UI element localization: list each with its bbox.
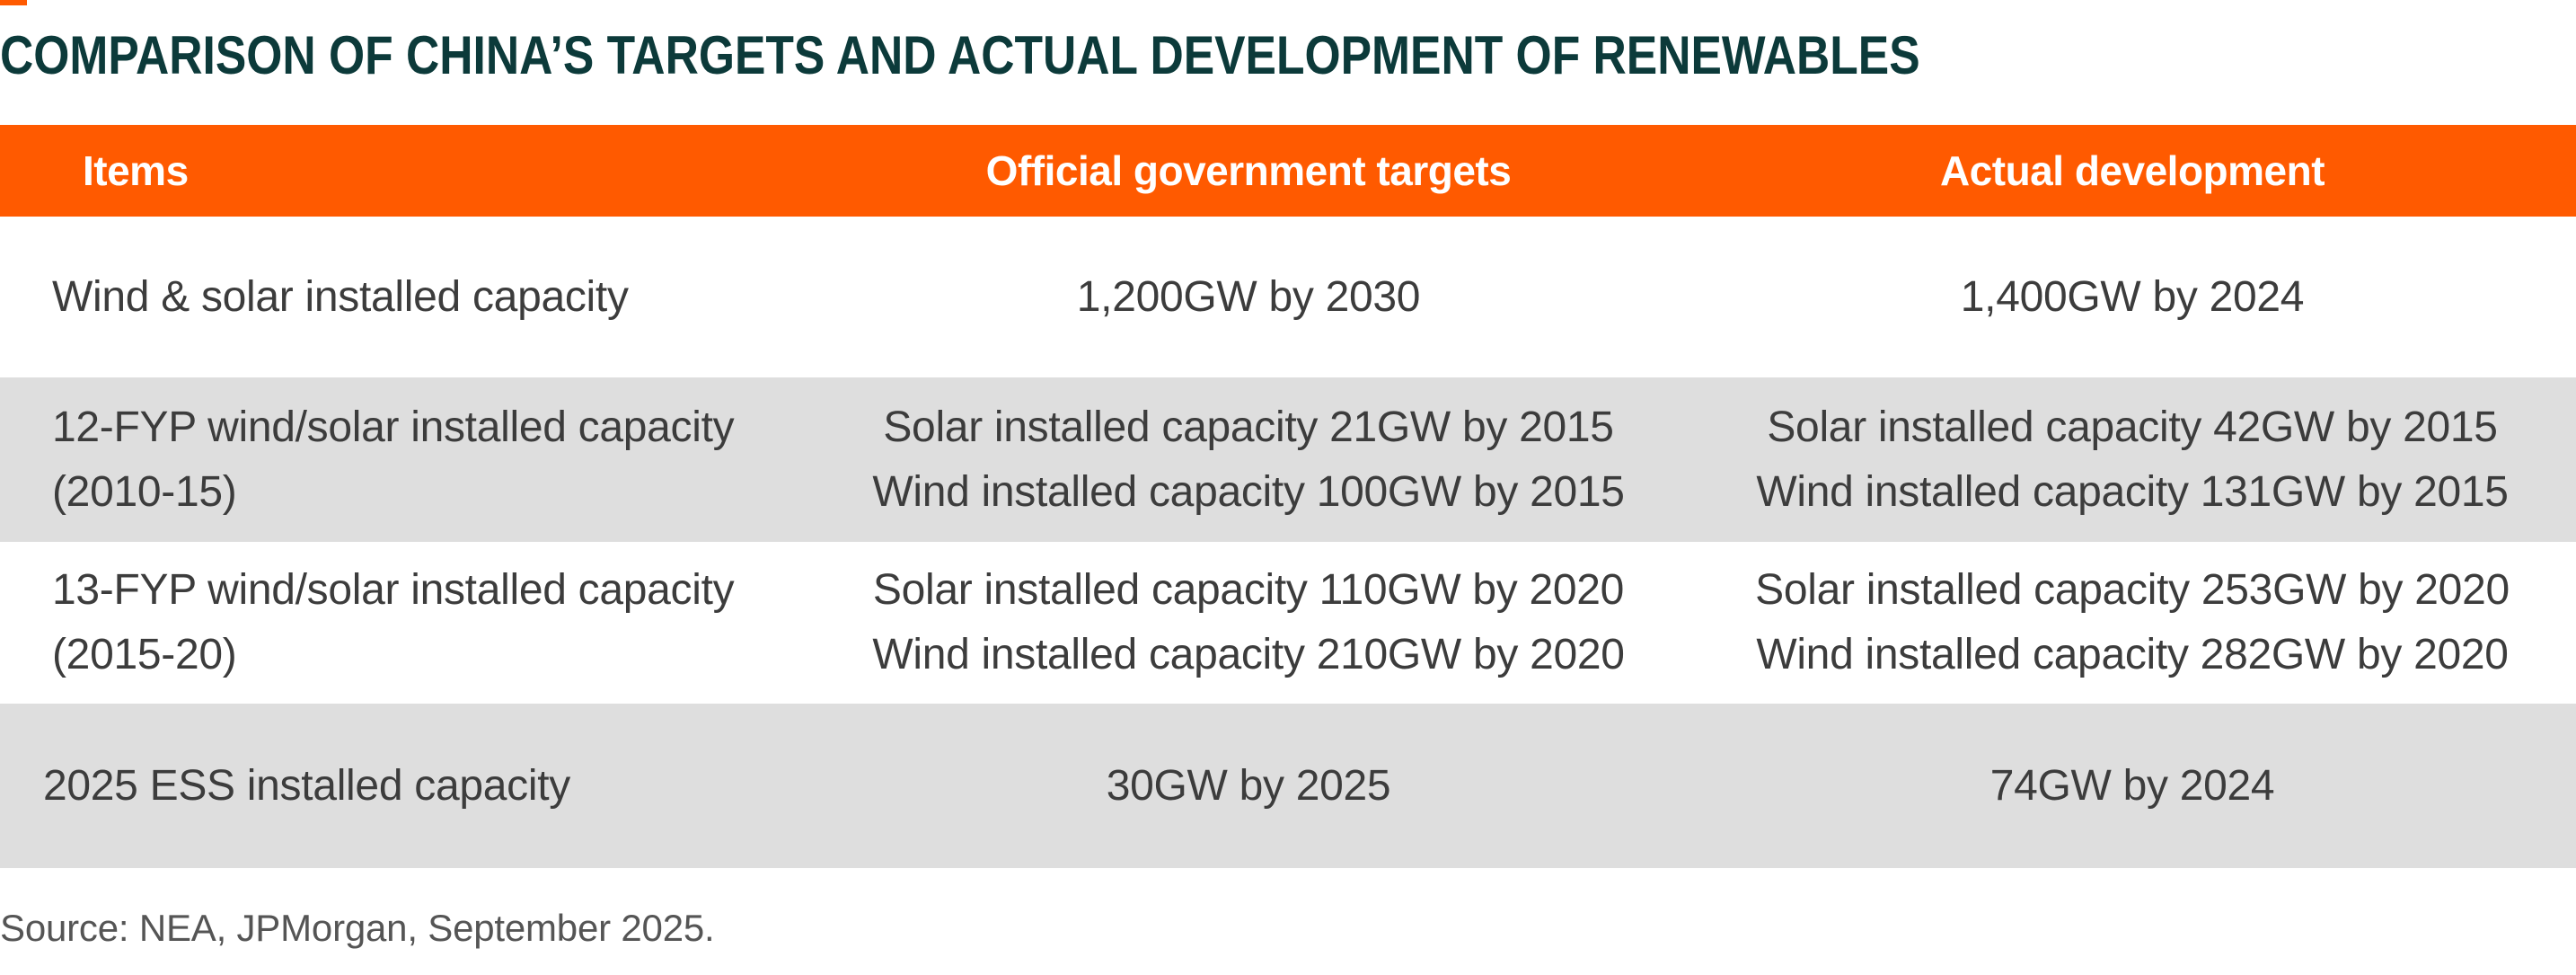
comparison-table: Items Official government targets Actual… xyxy=(0,125,2576,868)
source-note: Source: NEA, JPMorgan, September 2025. xyxy=(0,907,715,949)
row-actual-cell: 1,400GW by 2024 xyxy=(1689,217,2576,377)
row-item-cell: Wind & solar installed capacity xyxy=(0,217,808,377)
header-actual-development: Actual development xyxy=(1939,147,2325,194)
row-target-wind: Wind installed capacity 100GW by 2015 xyxy=(872,467,1625,516)
row-item-text: Wind & solar installed capacity xyxy=(52,272,629,321)
row-item-text: 12-FYP wind/solar installed capacity xyxy=(52,403,735,451)
row-actual-text: 1,400GW by 2024 xyxy=(1960,272,2305,321)
row-actual-solar: Solar installed capacity 253GW by 2020 xyxy=(1755,566,2510,614)
table-row: 12-FYP wind/solar installed capacity (20… xyxy=(0,377,2576,542)
header-official-targets: Official government targets xyxy=(985,147,1512,194)
row-target-wind: Wind installed capacity 210GW by 2020 xyxy=(872,631,1625,678)
row-item-period: (2015-20) xyxy=(52,631,237,678)
row-target-cell: Solar installed capacity 110GW by 2020 W… xyxy=(808,542,1689,704)
row-actual-solar: Solar installed capacity 42GW by 2015 xyxy=(1767,403,2498,451)
row-actual-cell: Solar installed capacity 42GW by 2015 Wi… xyxy=(1689,377,2576,542)
page-title: COMPARISON OF CHINA’S TARGETS AND ACTUAL… xyxy=(0,25,1920,85)
row-target-cell: 1,200GW by 2030 xyxy=(808,217,1689,377)
row-target-text: 1,200GW by 2030 xyxy=(1076,272,1421,321)
row-item-cell: 12-FYP wind/solar installed capacity (20… xyxy=(0,377,808,542)
row-actual-wind: Wind installed capacity 131GW by 2015 xyxy=(1756,467,2509,516)
row-item-text: 2025 ESS installed capacity xyxy=(43,761,570,810)
row-actual-wind: Wind installed capacity 282GW by 2020 xyxy=(1756,631,2509,678)
row-actual-text: 74GW by 2024 xyxy=(1989,761,2275,810)
table-header-row: Items Official government targets Actual… xyxy=(0,125,2576,217)
table-row: Wind & solar installed capacity 1,200GW … xyxy=(0,217,2576,377)
row-target-cell: 30GW by 2025 xyxy=(808,704,1689,868)
table-row: 13-FYP wind/solar installed capacity (20… xyxy=(0,542,2576,704)
row-actual-cell: 74GW by 2024 xyxy=(1689,704,2576,868)
row-target-solar: Solar installed capacity 110GW by 2020 xyxy=(872,566,1625,614)
row-item-period: (2010-15) xyxy=(52,467,237,516)
row-item-cell: 2025 ESS installed capacity xyxy=(0,704,808,868)
row-item-text: 13-FYP wind/solar installed capacity xyxy=(52,566,735,614)
row-target-solar: Solar installed capacity 21GW by 2015 xyxy=(883,403,1614,451)
row-item-cell: 13-FYP wind/solar installed capacity (20… xyxy=(0,542,808,704)
row-target-cell: Solar installed capacity 21GW by 2015 Wi… xyxy=(808,377,1689,542)
row-actual-cell: Solar installed capacity 253GW by 2020 W… xyxy=(1689,542,2576,704)
table-row: 2025 ESS installed capacity 30GW by 2025… xyxy=(0,704,2576,868)
title-accent-bar xyxy=(0,0,27,5)
header-items: Items xyxy=(83,147,189,194)
row-target-text: 30GW by 2025 xyxy=(1106,761,1391,810)
